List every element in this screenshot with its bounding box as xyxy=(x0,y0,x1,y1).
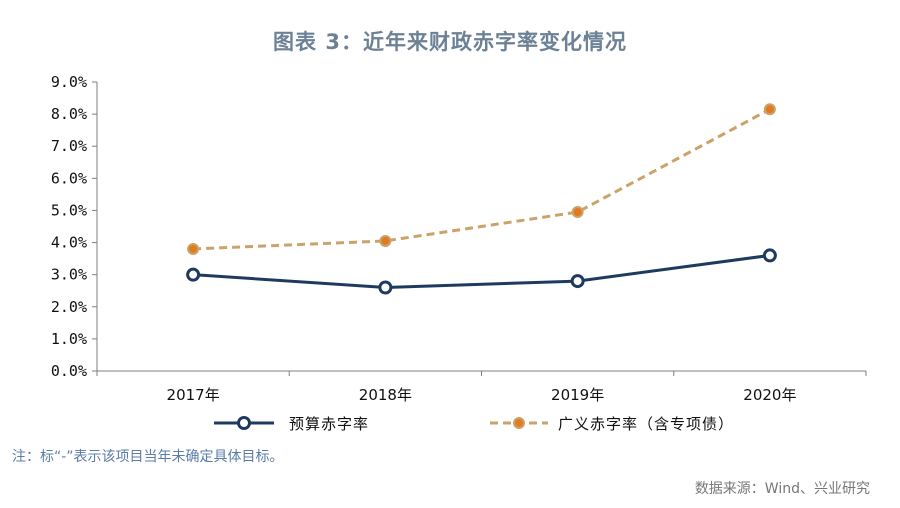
data-source: 数据来源：Wind、兴业研究 xyxy=(694,481,870,497)
x-tick-label: 2017年 xyxy=(167,386,220,404)
y-tick-label: 5.0% xyxy=(51,201,87,219)
y-tick-label: 4.0% xyxy=(51,234,87,252)
series-1-point xyxy=(762,248,777,263)
series-2-point xyxy=(187,242,200,255)
series-line-2 xyxy=(193,107,771,251)
series-2-point xyxy=(379,234,392,247)
y-tick-label: 1.0% xyxy=(51,330,87,348)
y-tick-label: 9.0% xyxy=(51,73,87,91)
series-1-point xyxy=(378,280,393,295)
series-layer xyxy=(186,103,777,295)
footnote: 注：标“-”表示该项目当年未确定具体目标。 xyxy=(12,449,284,465)
legend-label-2: 广义赤字率（含专项债） xyxy=(558,415,734,433)
y-tick-label: 6.0% xyxy=(51,169,87,187)
series-line-1 xyxy=(193,253,771,290)
legend: 预算赤字率 广义赤字率（含专项债） xyxy=(214,415,734,433)
x-tick-label: 2020年 xyxy=(743,386,796,404)
y-tick-label: 0.0% xyxy=(51,362,87,380)
legend-label-1: 预算赤字率 xyxy=(289,415,369,433)
x-tick-label: 2018年 xyxy=(359,386,412,404)
series-2-point xyxy=(763,103,776,116)
y-axis-ticks: 0.0% 1.0% 2.0% 3.0% 4.0% 5.0% 6.0% 7.0% 8.0% 9.0% xyxy=(51,73,97,380)
y-tick-label: 2.0% xyxy=(51,298,87,316)
series-1-point xyxy=(186,267,201,282)
x-tick-label: 2019年 xyxy=(551,386,604,404)
y-tick-label: 7.0% xyxy=(51,137,87,155)
legend-marker-1 xyxy=(237,416,251,430)
y-tick-label: 8.0% xyxy=(51,105,87,123)
legend-marker-2 xyxy=(513,417,525,429)
chart-title: 图表 3：近年来财政赤字率变化情况 xyxy=(273,30,627,54)
y-tick-label: 3.0% xyxy=(51,266,87,284)
x-axis-ticks: 2017年 2018年 2019年 2020年 xyxy=(96,371,867,404)
series-2-point xyxy=(571,206,584,219)
series-1-point xyxy=(570,274,585,289)
